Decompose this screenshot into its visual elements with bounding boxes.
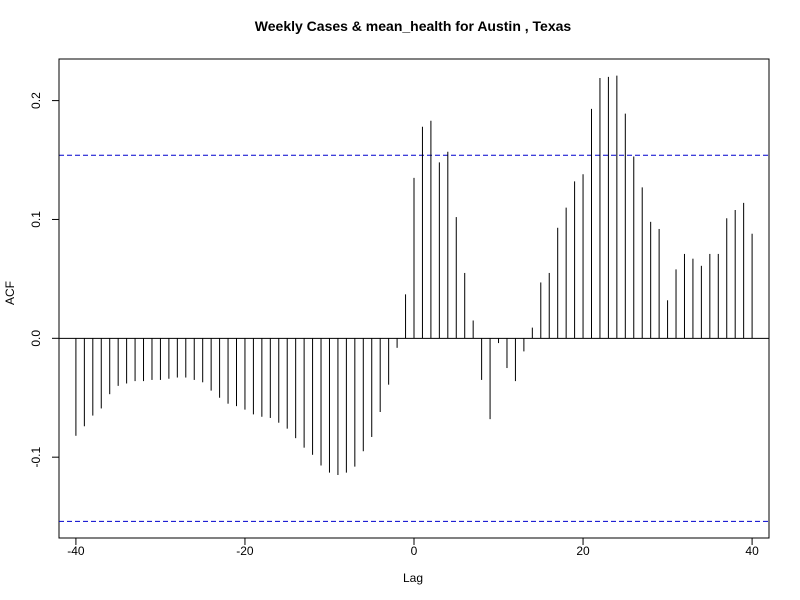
chart-title: Weekly Cases & mean_health for Austin , …: [255, 18, 572, 34]
y-tick-label: 0.1: [29, 211, 43, 228]
x-tick-label: 40: [745, 544, 759, 558]
x-tick-label: -40: [67, 544, 85, 558]
acf-bars: [75, 75, 753, 476]
y-axis: -0.1 0.0 0.1 0.2: [29, 92, 60, 468]
y-axis-label: ACF: [3, 281, 17, 305]
x-axis: -40 -20 0 20 40: [67, 537, 759, 558]
x-tick-label: -20: [236, 544, 254, 558]
confidence-bounds: [59, 154, 769, 522]
y-tick-label: 0.2: [29, 92, 43, 109]
x-tick-label: 0: [411, 544, 418, 558]
y-tick-label: -0.1: [29, 447, 43, 468]
x-axis-label: Lag: [403, 571, 423, 585]
x-tick-label: 20: [576, 544, 590, 558]
y-tick-label: 0.0: [29, 330, 43, 347]
